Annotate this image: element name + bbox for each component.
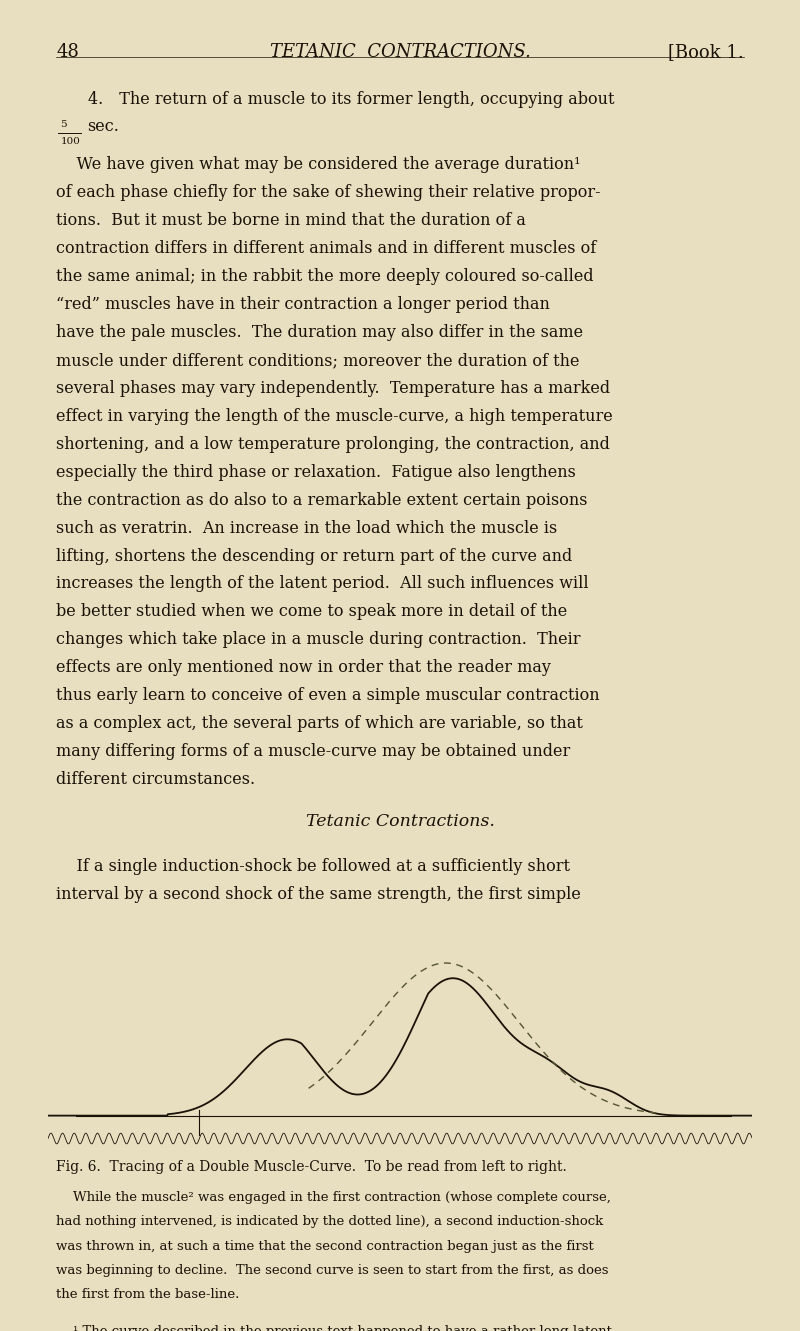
Text: 4. The return of a muscle to its former length, occupying about: 4. The return of a muscle to its former … — [88, 91, 614, 108]
Text: “red” muscles have in their contraction a longer period than: “red” muscles have in their contraction … — [56, 295, 550, 313]
Text: effects are only mentioned now in order that the reader may: effects are only mentioned now in order … — [56, 659, 551, 676]
Text: the first from the base-line.: the first from the base-line. — [56, 1288, 239, 1302]
Text: While the muscle² was engaged in the first contraction (whose complete course,: While the muscle² was engaged in the fir… — [56, 1191, 611, 1205]
Text: thus early learn to conceive of even a simple muscular contraction: thus early learn to conceive of even a s… — [56, 687, 600, 704]
Text: muscle under different conditions; moreover the duration of the: muscle under different conditions; moreo… — [56, 351, 579, 369]
Text: contraction differs in different animals and in different muscles of: contraction differs in different animals… — [56, 240, 596, 257]
Text: of each phase chiefly for the sake of shewing their relative propor-: of each phase chiefly for the sake of sh… — [56, 184, 601, 201]
Text: tions.  But it must be borne in mind that the duration of a: tions. But it must be borne in mind that… — [56, 212, 526, 229]
Text: several phases may vary independently.  Temperature has a marked: several phases may vary independently. T… — [56, 379, 610, 397]
Text: Fig. 6.  Tracing of a Double Muscle-Curve.  To be read from left to right.: Fig. 6. Tracing of a Double Muscle-Curve… — [56, 1161, 566, 1174]
Text: We have given what may be considered the average duration¹: We have given what may be considered the… — [56, 156, 581, 173]
Text: ¹ The curve described in the previous text happened to have a rather long latent: ¹ The curve described in the previous te… — [56, 1326, 612, 1331]
Text: lifting, shortens the descending or return part of the curve and: lifting, shortens the descending or retu… — [56, 547, 572, 564]
Text: 5: 5 — [60, 120, 66, 129]
Text: be better studied when we come to speak more in detail of the: be better studied when we come to speak … — [56, 603, 567, 620]
Text: shortening, and a low temperature prolonging, the contraction, and: shortening, and a low temperature prolon… — [56, 435, 610, 453]
Text: If a single induction-shock be followed at a sufficiently short: If a single induction-shock be followed … — [56, 857, 570, 874]
Text: was beginning to decline.  The second curve is seen to start from the first, as : was beginning to decline. The second cur… — [56, 1264, 609, 1278]
Text: Tetanic Contractions.: Tetanic Contractions. — [306, 813, 494, 831]
Text: TETANIC  CONTRACTIONS.: TETANIC CONTRACTIONS. — [270, 43, 530, 61]
Text: different circumstances.: different circumstances. — [56, 771, 255, 788]
Text: had nothing intervened, is indicated by the dotted line), a second induction-sho: had nothing intervened, is indicated by … — [56, 1215, 603, 1229]
Text: 48: 48 — [56, 43, 79, 61]
Text: interval by a second shock of the same strength, the first simple: interval by a second shock of the same s… — [56, 885, 581, 902]
Text: was thrown in, at such a time that the second contraction began just as the firs: was thrown in, at such a time that the s… — [56, 1239, 594, 1252]
Text: many differing forms of a muscle-curve may be obtained under: many differing forms of a muscle-curve m… — [56, 743, 570, 760]
Text: effect in varying the length of the muscle-curve, a high temperature: effect in varying the length of the musc… — [56, 407, 613, 425]
Text: the contraction as do also to a remarkable extent certain poisons: the contraction as do also to a remarkab… — [56, 491, 587, 508]
Text: such as veratrin.  An increase in the load which the muscle is: such as veratrin. An increase in the loa… — [56, 519, 558, 536]
Text: increases the length of the latent period.  All such influences will: increases the length of the latent perio… — [56, 575, 589, 592]
Text: [Book 1.: [Book 1. — [668, 43, 744, 61]
Text: the same animal; in the rabbit the more deeply coloured so-called: the same animal; in the rabbit the more … — [56, 268, 594, 285]
Text: 100: 100 — [61, 137, 81, 145]
Text: as a complex act, the several parts of which are variable, so that: as a complex act, the several parts of w… — [56, 715, 583, 732]
Text: especially the third phase or relaxation.  Fatigue also lengthens: especially the third phase or relaxation… — [56, 463, 576, 480]
Text: changes which take place in a muscle during contraction.  Their: changes which take place in a muscle dur… — [56, 631, 581, 648]
Text: sec.: sec. — [87, 118, 119, 136]
Text: have the pale muscles.  The duration may also differ in the same: have the pale muscles. The duration may … — [56, 323, 583, 341]
